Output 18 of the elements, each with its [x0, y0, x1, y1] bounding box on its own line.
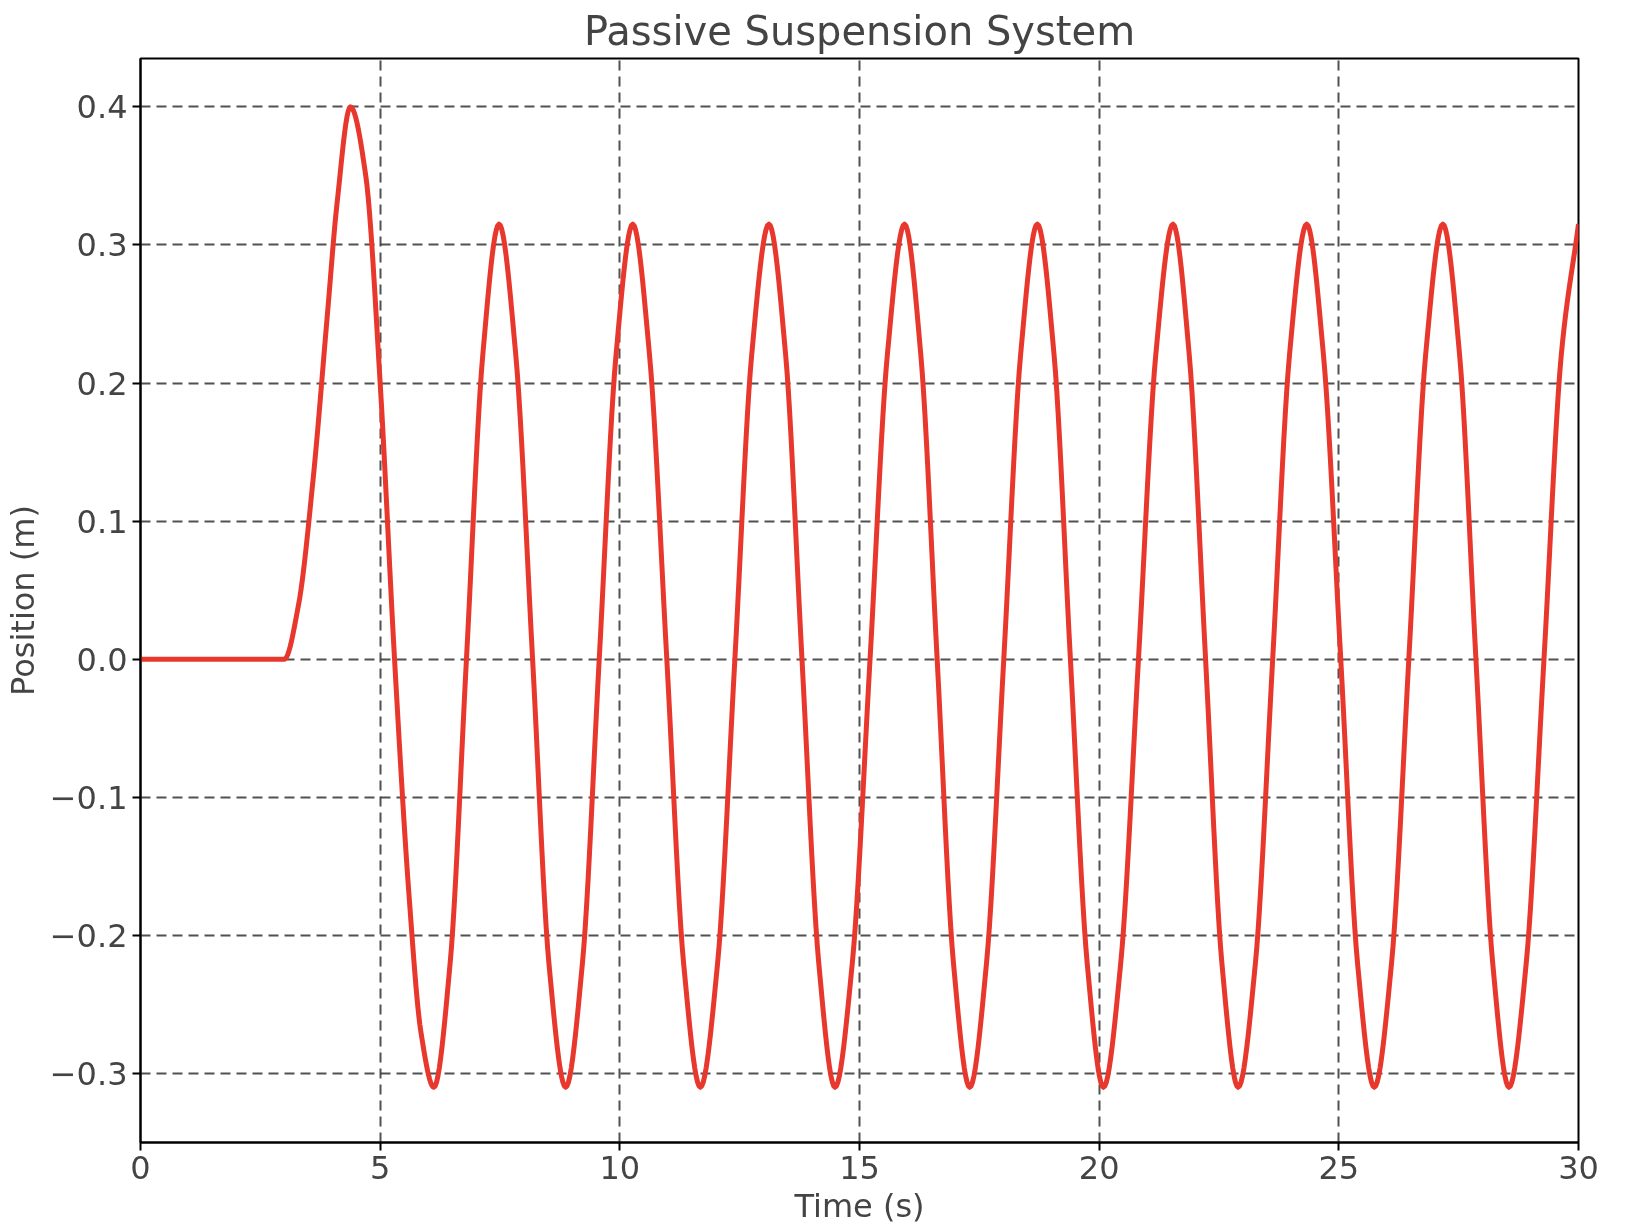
- y-tick-label: 0.0: [76, 640, 128, 679]
- y-tick-label: 0.1: [76, 502, 128, 541]
- x-tick-label: 25: [1318, 1148, 1360, 1187]
- y-tick-label: −0.2: [49, 916, 128, 955]
- y-tick-label: 0.4: [76, 88, 128, 127]
- chart-title: Passive Suspension System: [583, 7, 1136, 54]
- x-tick-label: 15: [839, 1148, 880, 1187]
- y-tick-label: −0.1: [49, 778, 128, 817]
- x-tick-label: 10: [599, 1148, 641, 1187]
- x-tick-label: 5: [369, 1148, 391, 1187]
- x-tick-label: 20: [1078, 1148, 1120, 1187]
- x-tick-label: 30: [1558, 1148, 1599, 1187]
- y-axis-title: Position (m): [3, 505, 42, 696]
- x-tick-label: 0: [130, 1148, 151, 1187]
- y-tick-label: −0.3: [49, 1054, 128, 1093]
- y-tick-label: 0.3: [76, 226, 128, 265]
- x-axis-title: Time (s): [793, 1186, 925, 1225]
- y-tick-label: 0.2: [76, 364, 128, 403]
